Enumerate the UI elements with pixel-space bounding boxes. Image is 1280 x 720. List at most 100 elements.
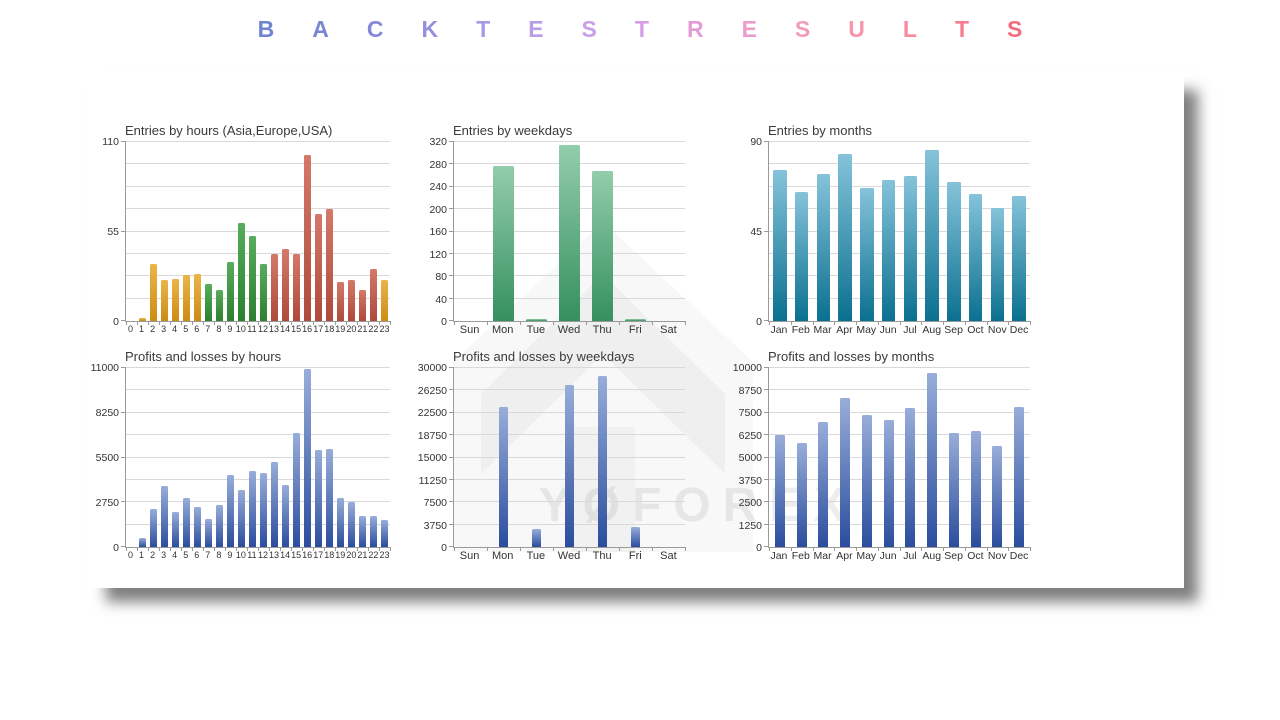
y-tick-label: 280 (429, 158, 447, 171)
x-tick-label: Thu (592, 324, 612, 336)
x-tick-label: 7 (205, 550, 211, 560)
x-tick-label: Nov (987, 550, 1007, 562)
bar-21 (359, 290, 366, 321)
y-axis-tick (449, 389, 454, 391)
title-letter: S (1007, 16, 1023, 42)
y-tick-label: 0 (441, 316, 447, 328)
x-tick-label: 14 (280, 550, 291, 560)
x-tick-label: Jul (903, 324, 917, 336)
x-tick-label: May (856, 550, 877, 562)
x-tick-label: Feb (791, 324, 810, 336)
x-axis-tick (159, 321, 160, 325)
x-tick-label: 10 (235, 324, 246, 334)
bar-1 (139, 537, 146, 547)
x-tick-label: 2 (150, 324, 156, 334)
y-axis-tick (121, 546, 126, 547)
x-axis-tick (170, 547, 171, 551)
bar-14 (282, 249, 289, 321)
y-axis-tick (121, 141, 126, 142)
bar-18 (326, 448, 333, 547)
x-tick-label: 13 (269, 324, 280, 334)
x-axis-tick (368, 321, 369, 325)
chart-entries-by-hours: Entries by hours (Asia,Europe,USA) 0 55 110… (88, 122, 391, 338)
x-tick-label: Apr (836, 324, 853, 336)
x-axis-tick (258, 547, 259, 551)
x-tick-label: Jan (770, 324, 788, 336)
bar-Fri (630, 526, 641, 547)
y-axis-tick (121, 456, 126, 458)
chart-title: Entries by weekdays (453, 123, 573, 138)
bar-16 (304, 368, 311, 547)
y-axis-tick (449, 411, 454, 413)
chart-entries-by-months: Entries by months 0 45 90 Jan Feb Mar Apr May Jun… (728, 122, 1031, 338)
gridline (126, 523, 390, 525)
x-tick-label: 18 (324, 324, 335, 334)
x-axis-tick (454, 321, 455, 325)
gridline (126, 367, 390, 368)
y-axis-tick (121, 367, 126, 368)
bar-Apr (840, 397, 850, 547)
x-axis-tick (225, 547, 226, 551)
x-axis-tick (236, 547, 237, 551)
x-axis-tick (225, 321, 226, 325)
x-tick-label: Aug (922, 550, 942, 562)
bar-Aug (927, 373, 937, 547)
y-tick-label: 110 (102, 136, 119, 148)
bar-22 (370, 516, 377, 547)
x-tick-label: Wed (557, 324, 581, 336)
x-tick-label: Sat (660, 324, 677, 336)
x-axis-tick (247, 321, 248, 325)
y-axis-tick (449, 501, 454, 503)
chart-title: Entries by hours (Asia,Europe,USA) (125, 123, 333, 138)
x-axis-tick (553, 547, 554, 551)
gridline (769, 208, 1030, 210)
x-tick-label: 5 (183, 550, 189, 560)
y-tick-label: 90 (750, 136, 762, 148)
y-axis-tick (764, 320, 769, 321)
x-tick-label: 12 (258, 550, 269, 560)
y-axis: 0 55 110 (88, 136, 125, 328)
bar-11 (249, 236, 256, 321)
x-tick-label: 6 (194, 324, 200, 334)
bar-Jun (883, 419, 894, 547)
y-axis-tick (764, 367, 769, 368)
y-tick-label: 3750 (423, 519, 447, 532)
bar-Fri (625, 319, 646, 321)
bar-20 (348, 280, 355, 321)
bar-Nov (990, 207, 1005, 321)
gridline (126, 230, 390, 232)
x-tick-label: Jan (770, 550, 788, 562)
x-axis-labels: 0 1 2 3 4 5 6 7 8 9 10 11 12 13 14 15 16 17 18 19 20 21 22 23 (125, 548, 390, 564)
y-axis-tick (449, 434, 454, 436)
plot-area (764, 367, 1031, 551)
chart-entries-by-weekdays: Entries by weekdays 0 40 80 120 160 200 240 280 3… (413, 122, 686, 338)
y-tick-label: 1250 (738, 519, 762, 532)
x-axis-tick (899, 321, 901, 325)
title-letter: B (257, 16, 275, 42)
x-axis-tick (553, 321, 554, 325)
gridline (769, 501, 1030, 503)
x-tick-label: 10 (235, 550, 246, 560)
bar-Apr (838, 153, 852, 321)
x-axis-tick (390, 321, 391, 325)
bar-Wed (564, 384, 575, 547)
x-tick-label: Sat (660, 550, 677, 562)
y-axis-tick (764, 478, 769, 480)
gridline (769, 478, 1030, 480)
plot-area (121, 141, 391, 325)
y-axis-tick (449, 297, 454, 299)
x-axis-tick (921, 321, 923, 325)
x-axis-tick (1008, 547, 1010, 551)
y-tick-label: 200 (429, 203, 447, 216)
bar-Feb (794, 191, 809, 321)
bar-5 (183, 275, 190, 321)
x-tick-label: 6 (194, 550, 200, 560)
bar-6 (194, 507, 201, 547)
x-axis-tick (899, 547, 901, 551)
x-axis-tick (487, 547, 488, 551)
x-tick-label: 13 (269, 550, 280, 560)
y-tick-label: 0 (113, 316, 119, 328)
y-tick-label: 5500 (95, 452, 119, 464)
x-axis-tick (379, 321, 380, 325)
bar-19 (337, 281, 344, 321)
